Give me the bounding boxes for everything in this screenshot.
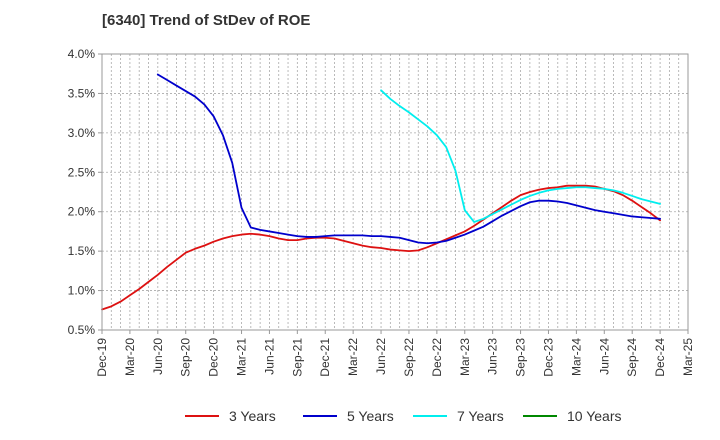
legend-swatch (185, 415, 219, 417)
y-tick-label: 1.0% (68, 284, 96, 298)
x-tick-label: Sep-24 (625, 338, 639, 377)
grid-lines (102, 54, 688, 330)
series-line-7-years (380, 89, 661, 223)
y-tick-label: 3.0% (68, 126, 96, 140)
legend-swatch (303, 415, 337, 417)
legend-label: 7 Years (457, 408, 504, 424)
legend-item: 3 Years (185, 404, 276, 428)
x-tick-label: Mar-22 (346, 338, 360, 376)
legend-label: 3 Years (229, 408, 276, 424)
legend-item: 10 Years (523, 404, 622, 428)
legend-swatch (523, 415, 557, 417)
x-tick-label: Sep-20 (179, 338, 193, 377)
legend-item: 7 Years (413, 404, 504, 428)
x-tick-label: Sep-21 (290, 338, 304, 377)
x-tick-label: Dec-19 (95, 338, 109, 377)
x-tick-label: Sep-23 (514, 338, 528, 377)
x-tick-label: Sep-22 (402, 338, 416, 377)
x-tick-label: Jun-20 (151, 338, 165, 375)
x-tick-label: Dec-24 (653, 338, 667, 377)
plot-border (101, 53, 689, 331)
series-lines (101, 73, 661, 311)
y-tick-label: 0.5% (68, 323, 96, 337)
x-tick-label: Jun-22 (374, 338, 388, 375)
legend-label: 10 Years (567, 408, 622, 424)
y-tick-label: 2.5% (68, 165, 96, 179)
y-axis-ticks: 0.5% 1.0% 1.5% 2.0% 2.5% 3.0% 3.5% 4.0% (68, 47, 102, 337)
series-line-5-years (156, 73, 661, 245)
x-tick-label: Jun-21 (262, 338, 276, 375)
legend: 3 Years 5 Years 7 Years 10 Years (0, 404, 720, 428)
y-tick-label: 2.0% (68, 205, 96, 219)
x-tick-label: Mar-23 (458, 338, 472, 376)
x-tick-label: Mar-25 (681, 338, 695, 376)
legend-item: 5 Years (303, 404, 394, 428)
x-tick-label: Mar-21 (235, 338, 249, 376)
y-tick-label: 1.5% (68, 244, 96, 258)
x-axis-ticks: Dec-19 Mar-20 Jun-20 Sep-20 Dec-20 Mar-21 Jun-… (95, 330, 695, 377)
chart-title: [6340] Trend of StDev of ROE (102, 12, 311, 29)
x-tick-label: Mar-24 (569, 338, 583, 376)
legend-label: 5 Years (347, 408, 394, 424)
y-tick-label: 4.0% (68, 47, 96, 61)
x-tick-label: Dec-23 (541, 338, 555, 377)
x-tick-label: Jun-24 (597, 338, 611, 375)
plot-area (102, 54, 688, 330)
series-line-3-years (101, 184, 661, 311)
legend-swatch (413, 415, 447, 417)
x-tick-label: Dec-21 (318, 338, 332, 377)
x-tick-label: Dec-20 (207, 338, 221, 377)
y-tick-label: 3.5% (68, 86, 96, 100)
x-tick-label: Dec-22 (430, 338, 444, 377)
x-tick-label: Jun-23 (486, 338, 500, 375)
x-tick-label: Mar-20 (123, 338, 137, 376)
